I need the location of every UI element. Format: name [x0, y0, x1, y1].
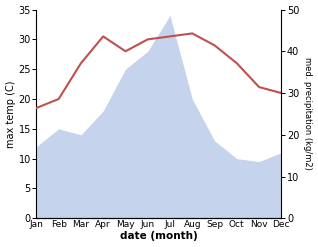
Y-axis label: med. precipitation (kg/m2): med. precipitation (kg/m2)	[303, 58, 313, 170]
X-axis label: date (month): date (month)	[120, 231, 198, 242]
Y-axis label: max temp (C): max temp (C)	[5, 80, 16, 148]
